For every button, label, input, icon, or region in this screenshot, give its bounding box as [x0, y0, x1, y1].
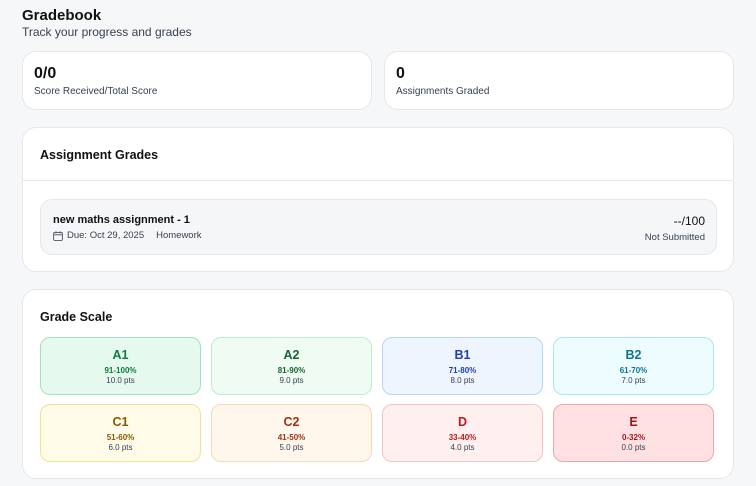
score-label: Score Received/Total Score [34, 86, 158, 97]
grade-points: 4.0 pts [450, 443, 475, 452]
assignment-grades-card: Assignment Grades new maths assignment -… [22, 127, 734, 272]
grade-letter: A2 [283, 348, 300, 362]
grade-range: 71-80% [448, 366, 477, 375]
grade-points: 0.0 pts [621, 443, 646, 452]
divider [23, 180, 733, 181]
grade-letter: A1 [112, 348, 129, 362]
assignment-score: --/100 [673, 214, 705, 228]
grade-tile: E 0-32% 0.0 pts [553, 404, 714, 462]
grade-tile: A1 91-100% 10.0 pts [40, 337, 201, 395]
grade-points: 9.0 pts [279, 376, 304, 385]
page-title: Gradebook [22, 7, 102, 24]
grade-points: 8.0 pts [450, 376, 475, 385]
assignment-due-date: Due: Oct 29, 2025 [67, 230, 145, 241]
grade-letter: B2 [625, 348, 642, 362]
grade-letter: C2 [283, 415, 300, 429]
grade-range: 81-90% [277, 366, 306, 375]
grade-points: 5.0 pts [279, 443, 304, 452]
score-value: 0/0 [34, 65, 57, 82]
grade-tile: A2 81-90% 9.0 pts [211, 337, 372, 395]
graded-value: 0 [396, 65, 405, 82]
score-stat-card: 0/0 Score Received/Total Score [22, 51, 372, 110]
grade-letter: E [629, 415, 638, 429]
grade-tile: D 33-40% 4.0 pts [382, 404, 543, 462]
assignment-grades-title: Assignment Grades [40, 148, 159, 162]
calendar-icon [53, 230, 63, 241]
graded-stat-card: 0 Assignments Graded [384, 51, 734, 110]
grade-letter: B1 [454, 348, 471, 362]
assignment-meta: Due: Oct 29, 2025 Homework [53, 230, 202, 241]
assignment-title: new maths assignment - 1 [53, 214, 190, 226]
assignment-status: Not Submitted [644, 232, 705, 243]
grade-range: 61-70% [619, 366, 648, 375]
assignment-row[interactable]: new maths assignment - 1 Due: Oct 29, 20… [40, 199, 717, 255]
grade-tile: C2 41-50% 5.0 pts [211, 404, 372, 462]
graded-label: Assignments Graded [396, 86, 490, 97]
grade-range: 41-50% [277, 433, 306, 442]
grade-letter: C1 [112, 415, 129, 429]
grade-points: 6.0 pts [108, 443, 133, 452]
grade-tile: C1 51-60% 6.0 pts [40, 404, 201, 462]
grade-range: 51-60% [106, 433, 135, 442]
assignment-type: Homework [156, 230, 202, 241]
grade-scale-card: Grade Scale A1 91-100% 10.0 pts A2 81-90… [22, 289, 734, 479]
grade-points: 7.0 pts [621, 376, 646, 385]
grade-letter: D [457, 415, 468, 429]
grade-range: 33-40% [448, 433, 477, 442]
grade-range: 91-100% [104, 366, 137, 375]
grade-scale-title: Grade Scale [40, 310, 113, 324]
grade-tile: B1 71-80% 8.0 pts [382, 337, 543, 395]
grade-range: 0-32% [621, 433, 646, 442]
page-subtitle: Track your progress and grades [22, 25, 192, 39]
grade-tile: B2 61-70% 7.0 pts [553, 337, 714, 395]
grade-points: 10.0 pts [106, 376, 135, 385]
